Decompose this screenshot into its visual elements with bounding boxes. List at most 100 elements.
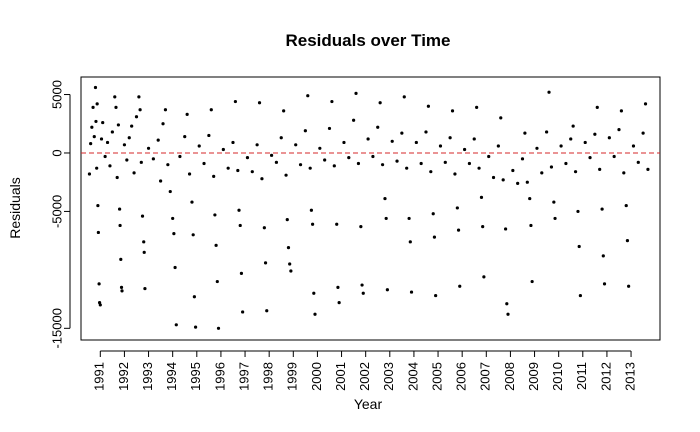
data-point <box>308 166 312 170</box>
data-point <box>138 108 142 112</box>
data-point <box>192 295 196 299</box>
data-point <box>573 170 578 174</box>
data-point <box>506 312 510 316</box>
data-point <box>89 142 93 146</box>
x-tick-label: 2006 <box>454 362 469 391</box>
data-point <box>115 175 119 180</box>
data-point <box>113 95 117 99</box>
x-axis: 1991 1992 1993 1994 1995 1996 1997 1998 1999 2000… <box>92 350 637 391</box>
data-point <box>105 140 110 145</box>
data-point <box>366 137 370 141</box>
data-point <box>525 180 529 184</box>
data-point <box>282 109 286 113</box>
x-tick-label: 2013 <box>622 362 637 391</box>
data-point <box>376 125 380 129</box>
data-point <box>576 209 580 214</box>
data-point <box>116 123 120 127</box>
data-point <box>434 293 438 298</box>
data-point <box>564 161 568 166</box>
data-point <box>549 165 554 169</box>
data-point <box>462 147 467 152</box>
data-point <box>607 136 611 140</box>
data-point <box>156 138 160 142</box>
data-point <box>641 131 645 135</box>
data-point <box>520 157 525 161</box>
data-point <box>151 157 155 161</box>
data-point <box>627 284 631 288</box>
data-point <box>142 240 146 244</box>
data-point <box>173 265 177 270</box>
points-group <box>87 85 650 330</box>
data-point <box>237 208 241 212</box>
data-point <box>330 99 334 104</box>
data-point <box>361 291 365 295</box>
data-point <box>438 144 443 148</box>
data-point <box>94 119 98 124</box>
data-point <box>593 132 597 136</box>
data-point <box>456 228 461 232</box>
data-point <box>552 200 556 204</box>
data-point <box>323 158 327 162</box>
data-point <box>631 144 636 148</box>
data-point <box>265 309 269 313</box>
data-point <box>352 118 356 122</box>
data-point <box>384 216 388 221</box>
data-point <box>140 214 145 218</box>
data-point <box>523 131 527 135</box>
data-point <box>336 285 340 289</box>
x-tick-label: 2001 <box>333 362 348 391</box>
x-tick-label: 1991 <box>92 362 107 391</box>
data-point <box>120 289 124 293</box>
data-point <box>332 164 336 168</box>
data-point <box>455 206 459 210</box>
x-tick-label: 2004 <box>405 362 420 391</box>
data-point <box>214 243 218 247</box>
data-point <box>529 223 533 228</box>
data-point <box>92 135 96 139</box>
data-point <box>303 129 307 133</box>
data-point <box>327 126 332 131</box>
data-point <box>450 109 455 113</box>
data-point <box>288 262 292 266</box>
x-tick-label: 1996 <box>212 362 227 391</box>
data-point <box>414 140 418 145</box>
data-point <box>127 136 131 140</box>
data-point <box>213 213 217 217</box>
data-point <box>185 112 189 117</box>
data-point <box>405 166 409 170</box>
data-point <box>622 171 626 175</box>
data-point <box>226 166 230 170</box>
data-point <box>114 105 118 109</box>
data-point <box>347 156 351 160</box>
data-point <box>250 170 254 174</box>
data-point <box>193 325 198 329</box>
data-point <box>595 105 599 109</box>
data-point <box>342 140 346 145</box>
data-point <box>312 291 316 295</box>
data-point <box>284 173 288 177</box>
data-point <box>285 218 289 222</box>
data-point <box>432 235 437 239</box>
data-point <box>178 154 182 159</box>
data-point <box>443 160 447 164</box>
x-tick-label: 2012 <box>598 362 613 391</box>
y-tick-label: -15000 <box>49 308 64 348</box>
data-point <box>163 108 168 112</box>
data-point <box>101 120 105 125</box>
data-point <box>559 144 563 148</box>
data-point <box>215 279 219 284</box>
data-point <box>132 171 136 175</box>
data-point <box>511 168 515 173</box>
data-point <box>491 175 496 180</box>
x-tick-label: 2000 <box>309 362 324 391</box>
data-point <box>475 105 479 109</box>
data-point <box>269 153 274 157</box>
data-point <box>236 168 240 173</box>
data-point <box>385 288 389 292</box>
data-point <box>309 208 313 212</box>
chart-title: Residuals over Time <box>285 31 450 50</box>
data-point <box>134 115 139 119</box>
data-point <box>216 326 221 330</box>
data-point <box>183 135 187 139</box>
data-point <box>97 282 101 286</box>
